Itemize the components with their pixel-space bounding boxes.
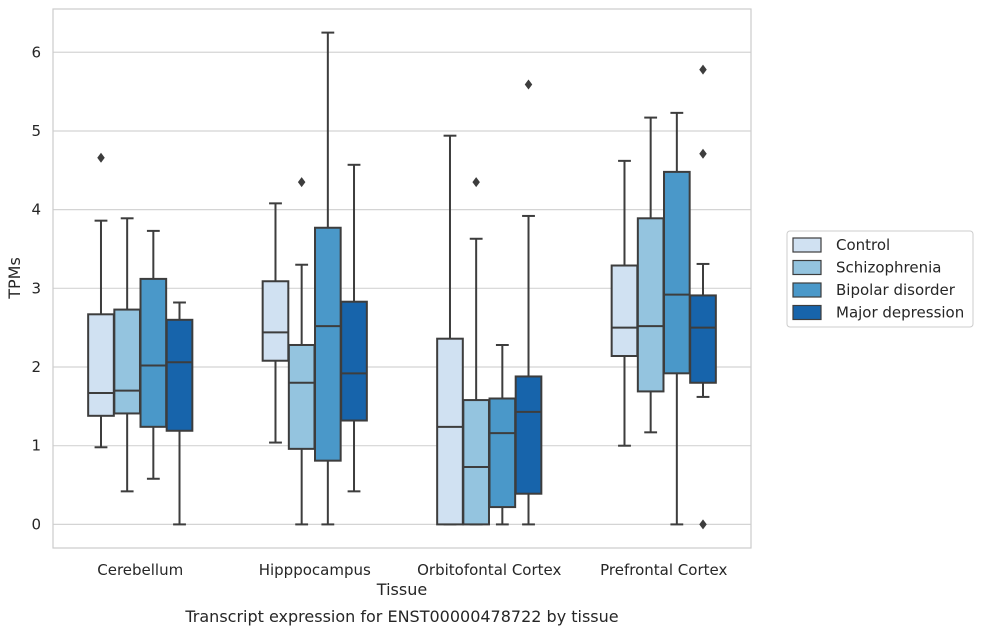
chart-caption: Transcript expression for ENST0000047872… bbox=[184, 607, 618, 626]
box-iqr bbox=[514, 375, 543, 495]
box-major-depression-3 bbox=[689, 64, 717, 530]
legend-label: Control bbox=[836, 236, 890, 254]
box-iqr bbox=[139, 277, 168, 428]
x-axis-label: Tissue bbox=[376, 580, 427, 599]
y-ticks: 0 1 2 3 4 5 6 bbox=[31, 43, 41, 533]
y-tick-label: 5 bbox=[31, 122, 41, 140]
box-schizophrenia-0 bbox=[113, 217, 141, 493]
box-bipolar-disorder-3 bbox=[663, 111, 691, 526]
legend-label: Bipolar disorder bbox=[836, 281, 956, 299]
legend-swatch bbox=[792, 237, 822, 253]
box-bipolar-disorder-1 bbox=[314, 31, 342, 526]
box-schizophrenia-2 bbox=[462, 177, 490, 526]
y-tick-label: 2 bbox=[31, 358, 41, 376]
legend-swatch bbox=[792, 304, 822, 321]
box-bipolar-disorder-0 bbox=[139, 229, 168, 480]
box-iqr bbox=[663, 170, 691, 375]
box-iqr bbox=[113, 308, 141, 415]
box-major-depression-1 bbox=[340, 163, 368, 493]
x-tick-label: Cerebellum bbox=[97, 561, 183, 579]
outlier-point bbox=[699, 519, 707, 530]
x-tick-label: Prefrontal Cortex bbox=[600, 561, 727, 579]
box-iqr bbox=[340, 300, 368, 422]
x-tick-label: Orbitofontal Cortex bbox=[417, 561, 561, 579]
box-schizophrenia-1 bbox=[287, 177, 316, 526]
box-iqr bbox=[462, 399, 490, 526]
outlier-point bbox=[699, 64, 707, 75]
box-iqr bbox=[87, 313, 115, 417]
box-iqr bbox=[636, 217, 665, 393]
y-axis-label: TPMs bbox=[5, 257, 24, 300]
y-tick-label: 3 bbox=[31, 279, 41, 297]
x-ticks: Cerebellum Hipppocampus Orbitofontal Corte… bbox=[97, 561, 727, 579]
box-schizophrenia-3 bbox=[636, 116, 665, 434]
box-iqr bbox=[287, 343, 316, 450]
legend-swatch bbox=[792, 282, 822, 298]
box-major-depression-0 bbox=[165, 301, 194, 526]
box-iqr bbox=[314, 226, 342, 462]
boxes bbox=[87, 31, 717, 530]
outlier-point bbox=[97, 152, 105, 163]
outlier-point bbox=[297, 177, 306, 188]
box-iqr bbox=[488, 397, 517, 509]
legend: Control Schizophrenia Bipolar disorder Majo… bbox=[786, 230, 974, 328]
box-iqr bbox=[436, 337, 464, 526]
box-control-2 bbox=[436, 134, 464, 526]
legend-label: Major depression bbox=[836, 304, 964, 322]
box-iqr bbox=[165, 318, 194, 432]
legend-label: Schizophrenia bbox=[836, 259, 941, 277]
outlier-point bbox=[472, 177, 480, 188]
y-tick-label: 1 bbox=[31, 437, 41, 455]
box-control-1 bbox=[261, 202, 290, 444]
y-tick-label: 4 bbox=[31, 201, 41, 219]
box-iqr bbox=[610, 264, 639, 358]
box-control-0 bbox=[87, 152, 115, 449]
box-major-depression-2 bbox=[514, 79, 543, 526]
y-tick-label: 0 bbox=[31, 515, 41, 533]
outlier-point bbox=[524, 79, 533, 90]
legend-frame bbox=[786, 230, 974, 328]
box-iqr bbox=[261, 280, 290, 362]
outlier-point bbox=[699, 148, 707, 159]
y-tick-label: 6 bbox=[31, 43, 41, 61]
x-tick-label: Hipppocampus bbox=[259, 561, 371, 579]
box-control-3 bbox=[610, 159, 639, 447]
plot-frame bbox=[52, 8, 752, 549]
box-bipolar-disorder-2 bbox=[488, 343, 517, 526]
legend-swatch bbox=[792, 259, 822, 276]
box-iqr bbox=[689, 294, 717, 384]
